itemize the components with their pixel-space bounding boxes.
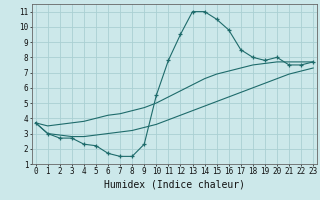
X-axis label: Humidex (Indice chaleur): Humidex (Indice chaleur): [104, 179, 245, 189]
